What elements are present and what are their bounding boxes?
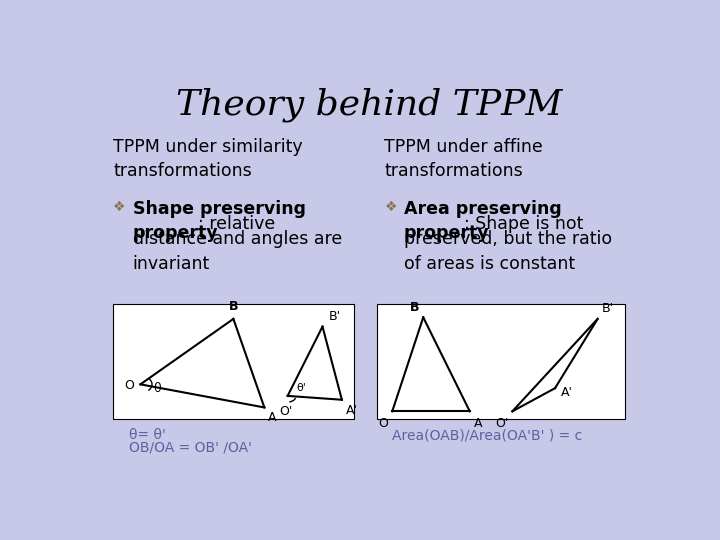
Text: preserved, but the ratio
of areas is constant: preserved, but the ratio of areas is con… — [404, 231, 612, 273]
Text: O': O' — [495, 417, 508, 430]
Text: θ': θ' — [297, 383, 307, 393]
Text: O': O' — [279, 405, 293, 418]
Bar — [113, 303, 354, 419]
Text: B': B' — [601, 302, 613, 315]
Text: ❖: ❖ — [384, 200, 397, 213]
Text: : Shape is not: : Shape is not — [464, 215, 584, 233]
Text: A': A' — [561, 386, 573, 399]
Text: TPPM under similarity
transformations: TPPM under similarity transformations — [113, 138, 303, 180]
Text: O: O — [379, 417, 388, 430]
Text: OB/OA = OB' /OA': OB/OA = OB' /OA' — [129, 441, 252, 455]
Text: θ= θ': θ= θ' — [129, 428, 166, 442]
Text: B: B — [229, 300, 238, 313]
Text: Theory behind TPPM: Theory behind TPPM — [176, 88, 562, 123]
Text: A: A — [474, 417, 482, 430]
Text: distance and angles are
invariant: distance and angles are invariant — [132, 231, 342, 273]
Text: Area preserving
property: Area preserving property — [404, 200, 562, 242]
Text: Shape preserving
property: Shape preserving property — [132, 200, 305, 242]
Text: θ: θ — [153, 382, 161, 395]
Bar — [377, 303, 625, 419]
Text: TPPM under affine
transformations: TPPM under affine transformations — [384, 138, 544, 180]
Text: : relative: : relative — [199, 215, 276, 233]
Text: B': B' — [329, 310, 341, 323]
Text: A: A — [269, 411, 276, 424]
Text: ❖: ❖ — [113, 200, 126, 213]
Text: A': A' — [346, 403, 358, 416]
Text: Area(OAB)/Area(OA'B' ) = c: Area(OAB)/Area(OA'B' ) = c — [392, 428, 582, 442]
Text: B: B — [410, 300, 419, 314]
Text: O: O — [125, 380, 134, 393]
